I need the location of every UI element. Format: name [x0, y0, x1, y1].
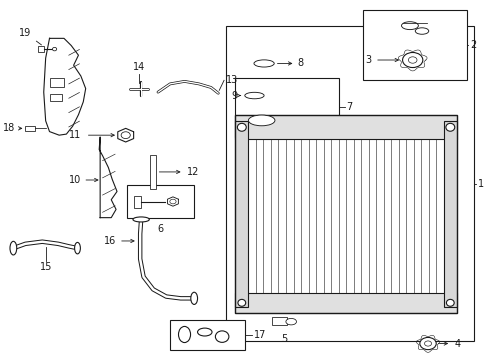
Ellipse shape — [169, 199, 176, 204]
Ellipse shape — [407, 57, 416, 63]
Ellipse shape — [419, 337, 435, 350]
Bar — [49, 94, 61, 101]
Ellipse shape — [238, 300, 245, 306]
Text: 5: 5 — [280, 334, 286, 344]
Ellipse shape — [402, 53, 422, 68]
Ellipse shape — [253, 60, 274, 67]
Ellipse shape — [244, 92, 264, 99]
Ellipse shape — [248, 115, 274, 126]
Bar — [235, 116, 456, 313]
Bar — [235, 293, 456, 313]
Ellipse shape — [237, 123, 246, 131]
Ellipse shape — [414, 28, 428, 34]
Bar — [271, 318, 287, 325]
Text: 19: 19 — [19, 28, 31, 39]
Bar — [362, 10, 466, 80]
Text: 14: 14 — [132, 62, 144, 72]
Ellipse shape — [133, 217, 149, 222]
Ellipse shape — [10, 241, 17, 255]
Text: 3: 3 — [365, 55, 371, 65]
Text: 15: 15 — [40, 262, 52, 273]
Text: 10: 10 — [68, 175, 81, 185]
Bar — [443, 121, 456, 307]
Bar — [225, 26, 473, 341]
Bar — [126, 185, 194, 218]
Text: 17: 17 — [253, 330, 265, 340]
Ellipse shape — [285, 319, 296, 325]
Polygon shape — [99, 137, 117, 218]
Text: 12: 12 — [186, 167, 199, 177]
Text: 8: 8 — [297, 58, 304, 68]
Text: 11: 11 — [68, 130, 81, 140]
Text: 7: 7 — [346, 102, 351, 112]
Ellipse shape — [197, 328, 212, 336]
Ellipse shape — [215, 331, 228, 342]
Ellipse shape — [178, 327, 190, 343]
Ellipse shape — [75, 242, 80, 254]
Bar — [150, 155, 156, 189]
Ellipse shape — [445, 123, 454, 131]
Ellipse shape — [190, 292, 197, 305]
Text: 2: 2 — [469, 40, 475, 50]
Ellipse shape — [401, 22, 418, 30]
Bar — [170, 320, 244, 350]
Bar — [235, 121, 248, 307]
Text: 9: 9 — [231, 91, 237, 100]
Ellipse shape — [52, 48, 57, 51]
Ellipse shape — [446, 300, 453, 306]
Text: 18: 18 — [2, 123, 15, 133]
Ellipse shape — [121, 132, 130, 139]
Bar — [235, 116, 456, 139]
Text: 4: 4 — [454, 338, 460, 348]
Text: 1: 1 — [477, 179, 483, 189]
Bar — [38, 46, 43, 52]
Text: 13: 13 — [225, 75, 237, 85]
Text: 16: 16 — [103, 236, 116, 246]
Bar — [49, 78, 64, 87]
Text: 6: 6 — [157, 224, 163, 234]
Bar — [25, 126, 35, 131]
Bar — [134, 196, 141, 208]
Ellipse shape — [424, 341, 430, 346]
Bar — [235, 78, 338, 137]
Polygon shape — [43, 39, 85, 135]
